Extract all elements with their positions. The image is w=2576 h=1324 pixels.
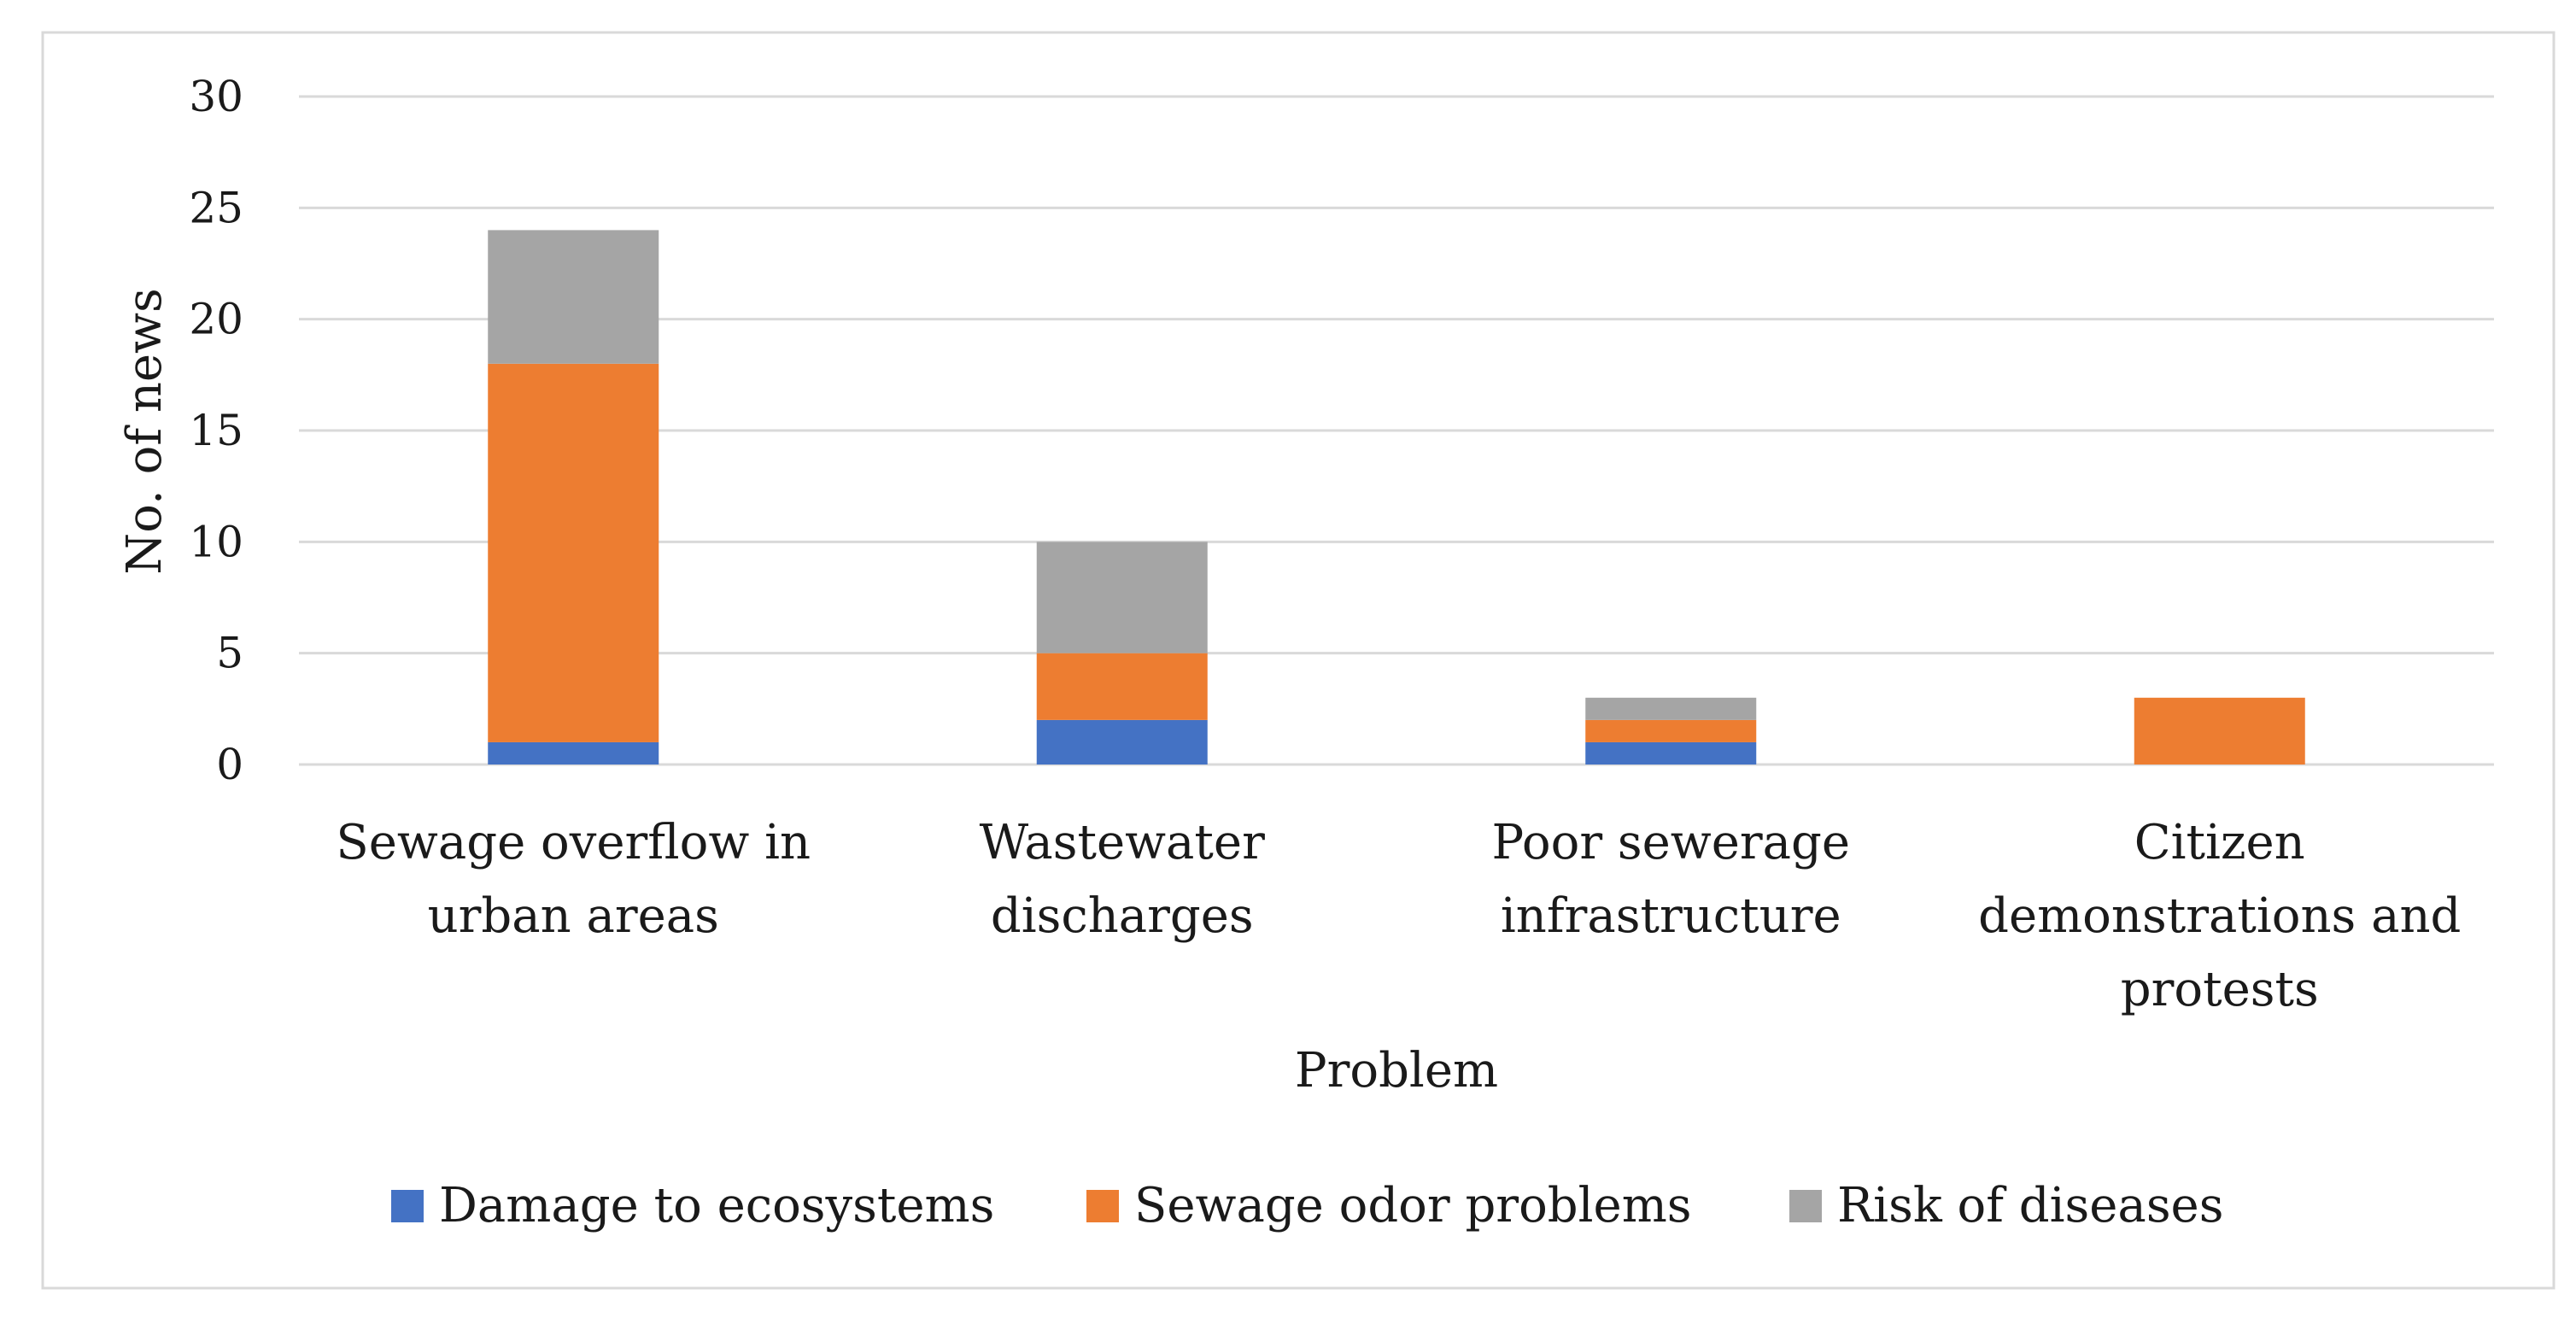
y-tick-label: 30 <box>189 72 243 121</box>
x-category-label-line: demonstrations and <box>1978 888 2461 944</box>
legend-swatch <box>1086 1190 1119 1222</box>
legend-swatch <box>1789 1190 1822 1222</box>
bar-2-category-3 <box>1585 719 1757 742</box>
x-category-label-line: urban areas <box>428 888 719 944</box>
x-axis-categories: Sewage overflow in urban areas Wastewater d… <box>336 815 2461 1017</box>
x-category-label: Poor sewerage infrastructure <box>1491 815 1850 944</box>
y-tick-label: 15 <box>189 406 243 455</box>
y-tick-label: 10 <box>189 517 243 566</box>
x-category-label-line: Poor sewerage <box>1491 815 1850 870</box>
x-category-label-line: Wastewater <box>980 815 1265 870</box>
bar-1-category-2 <box>1036 719 1208 765</box>
x-category-label: Sewage overflow in urban areas <box>336 815 811 944</box>
y-axis-ticks: 0 5 10 15 20 25 30 <box>189 72 243 789</box>
y-axis-title: No. of news <box>117 288 173 574</box>
legend-label: Sewage odor problems <box>1134 1178 1692 1233</box>
chart-border <box>41 31 2556 1290</box>
x-category-label-line: infrastructure <box>1501 888 1841 944</box>
x-category-label-line: protests <box>2121 962 2319 1017</box>
bar-2-category-4 <box>2134 697 2305 765</box>
bar-2-category-1 <box>488 363 659 742</box>
x-category-label-line: discharges <box>991 888 1254 944</box>
y-tick-label: 20 <box>189 295 243 344</box>
legend: Damage to ecosystems Sewage odor problems… <box>391 1178 2223 1233</box>
y-tick-label: 5 <box>216 629 243 678</box>
legend-label: Damage to ecosystems <box>439 1178 994 1233</box>
bars <box>488 230 2305 765</box>
x-category-label: Wastewater discharges <box>980 815 1265 944</box>
legend-label: Risk of diseases <box>1837 1178 2223 1233</box>
gridlines <box>299 95 2494 766</box>
x-axis-title: Problem <box>1295 1043 1498 1098</box>
bar-3-category-3 <box>1585 697 1757 720</box>
bar-3-category-1 <box>488 230 659 364</box>
y-tick-label: 0 <box>216 740 243 789</box>
x-category-label: Citizen demonstrations and protests <box>1978 815 2461 1017</box>
y-tick-label: 25 <box>189 183 243 232</box>
bar-2-category-2 <box>1036 653 1208 720</box>
bar-1-category-1 <box>488 741 659 765</box>
x-category-label-line: Sewage overflow in <box>336 815 811 870</box>
bar-3-category-2 <box>1036 542 1208 653</box>
legend-swatch <box>391 1190 424 1222</box>
x-category-label-line: Citizen <box>2134 815 2305 870</box>
bar-1-category-3 <box>1585 741 1757 765</box>
